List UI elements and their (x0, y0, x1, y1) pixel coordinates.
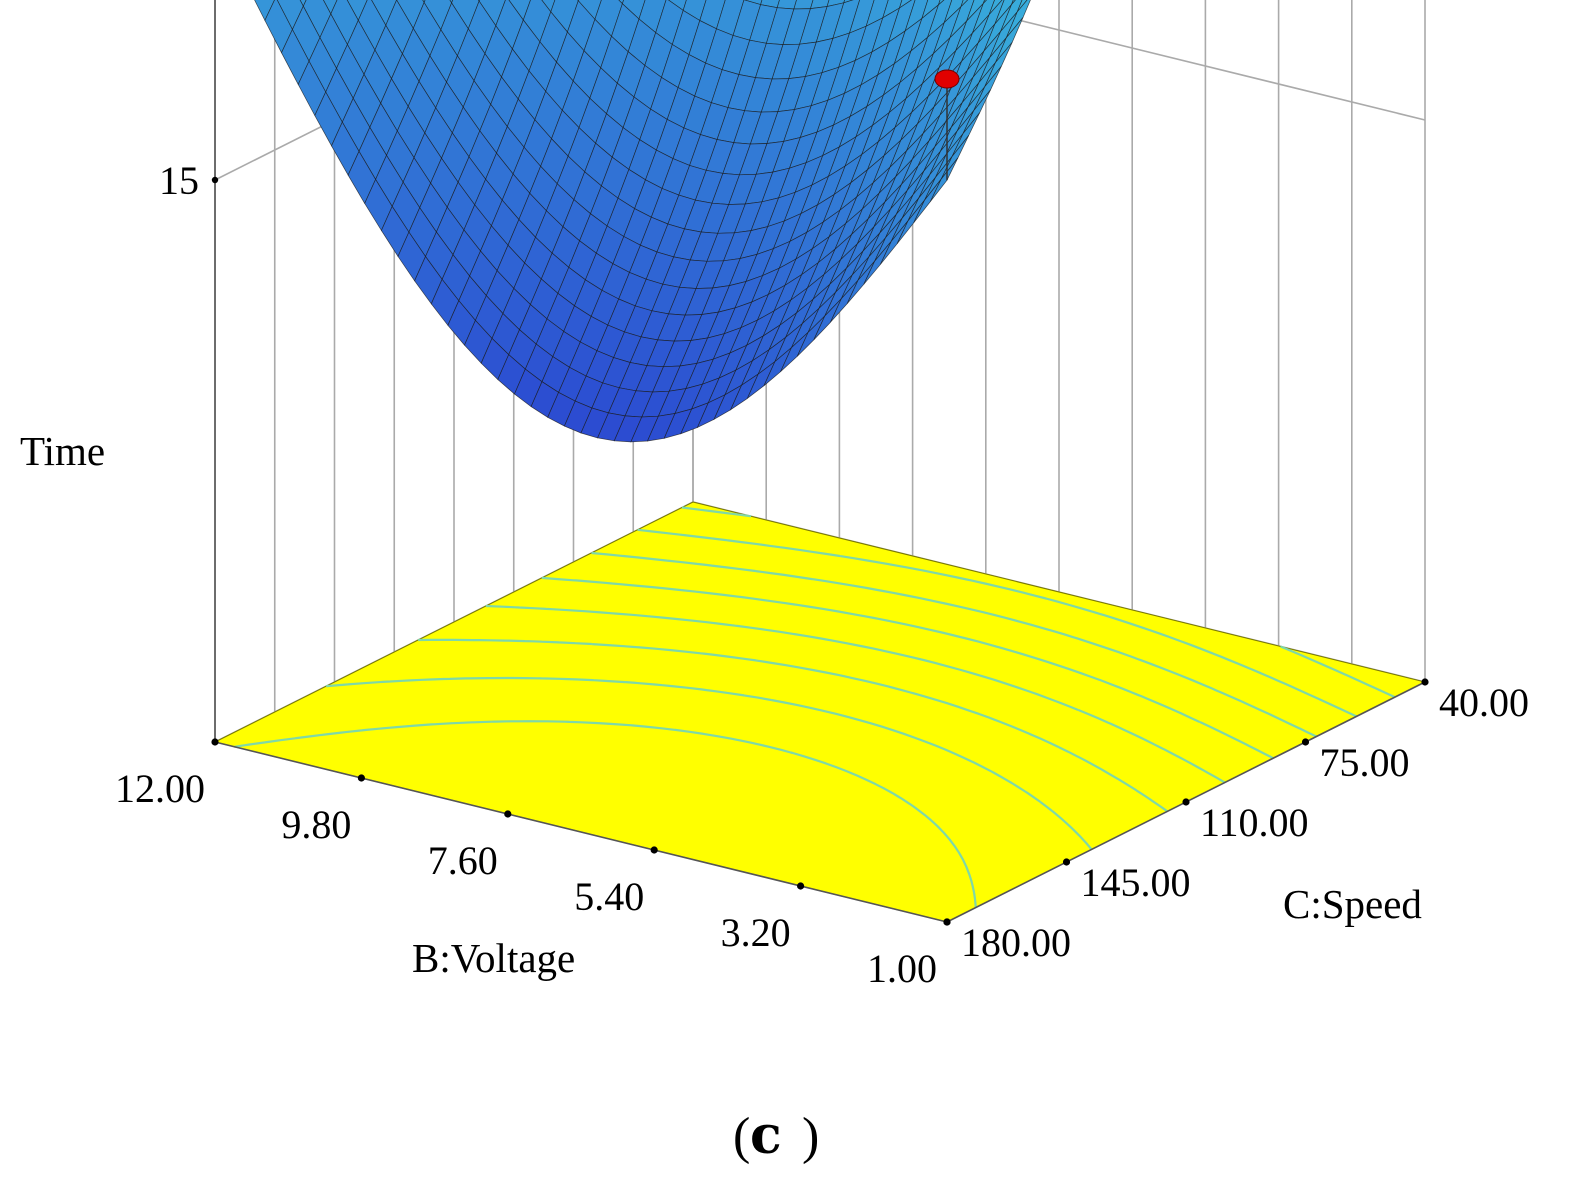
x-tick-label-2: 7.60 (428, 838, 498, 883)
x-tick-2 (504, 810, 512, 818)
floor-contour-plane (213, 501, 1427, 923)
caption-letter: c (750, 1105, 782, 1166)
floor-contour-23 (485, 604, 1226, 784)
surface-cell (322, 0, 338, 15)
x-tick-label-0: 12.00 (115, 766, 205, 811)
y-tick-label-1: 75.00 (1320, 740, 1410, 785)
x-tick-label-1: 9.80 (281, 802, 351, 847)
floor-plane (213, 501, 1427, 923)
z-tick-label-15: 15 (159, 158, 199, 203)
x-tick-label-3: 5.40 (574, 874, 644, 919)
y-tick-label-2: 110.00 (1200, 800, 1309, 845)
x-tick-4 (797, 882, 805, 890)
y-tick-3 (1062, 858, 1071, 866)
floor-contour-21 (418, 638, 1169, 813)
floor-contour-29 (637, 528, 1357, 718)
x-tick-1 (357, 774, 365, 782)
x-tick-label-4: 3.20 (721, 910, 791, 955)
surface-cell (930, 157, 959, 202)
z-axis-title: Time (20, 428, 105, 474)
x-tick-0 (211, 738, 219, 746)
y-tick-4 (943, 918, 951, 926)
floor-contour-27 (591, 551, 1317, 738)
y-tick-label-4: 180.00 (961, 920, 1071, 965)
surface-cell (299, 0, 307, 7)
response-surface (254, 0, 1031, 443)
y-tick-label-0: 40.00 (1439, 680, 1529, 725)
axes: 152025303512.009.807.605.403.201.0040.00… (115, 0, 1529, 991)
y-tick-0 (1421, 678, 1429, 686)
y-tick-2 (1182, 798, 1190, 806)
panel-caption: ( c ) (733, 1105, 819, 1166)
y-axis-title: C:Speed (1283, 881, 1422, 927)
x-tick-label-5: 1.00 (867, 946, 937, 991)
x-axis-line (214, 741, 948, 923)
x-tick-3 (650, 846, 658, 854)
floor-contour-17 (234, 720, 977, 908)
y-tick-label-3: 145.00 (1081, 860, 1191, 905)
x-axis-title: B:Voltage (412, 935, 575, 981)
floor-contour-31 (681, 506, 1396, 699)
floor-contour-19 (325, 676, 1093, 851)
design-point-2 (934, 69, 960, 89)
y-tick-1 (1301, 738, 1310, 746)
z-tick-15 (211, 176, 219, 184)
caption-open-paren: ( (733, 1108, 750, 1165)
design-points (934, 69, 960, 181)
caption-close-paren: ) (802, 1108, 819, 1165)
